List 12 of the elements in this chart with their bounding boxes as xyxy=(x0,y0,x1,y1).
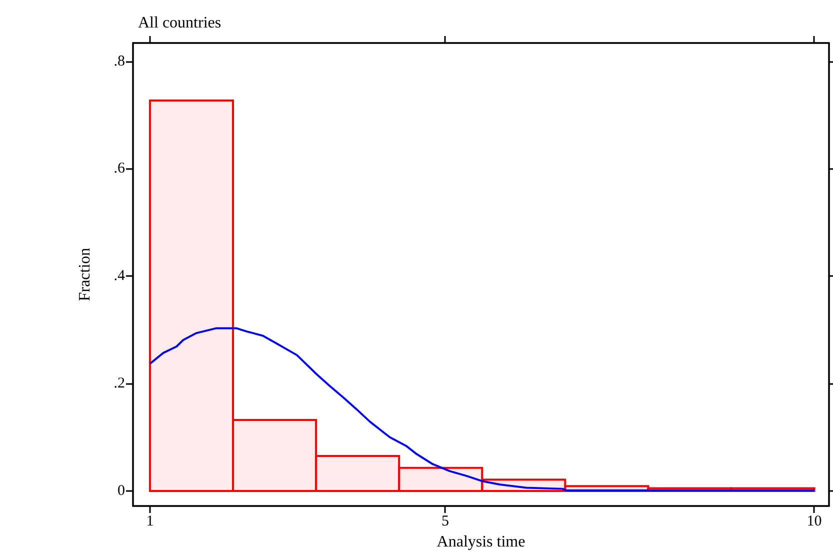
x-tick-label: 5 xyxy=(441,514,449,530)
y-axis-title: Fraction xyxy=(76,248,94,302)
x-axis-title: Analysis time xyxy=(436,534,526,550)
x-tick-label: 1 xyxy=(146,514,154,530)
y-tick-label: 0 xyxy=(118,482,125,499)
y-tick-label: .4 xyxy=(114,268,126,284)
x-tick-label: 10 xyxy=(806,514,822,530)
y-tick-label: .6 xyxy=(114,160,126,177)
y-tick-label: .8 xyxy=(114,53,125,70)
line-series xyxy=(148,327,816,492)
y-tick-label: .2 xyxy=(114,376,125,392)
chart-title: All countries xyxy=(138,14,222,32)
